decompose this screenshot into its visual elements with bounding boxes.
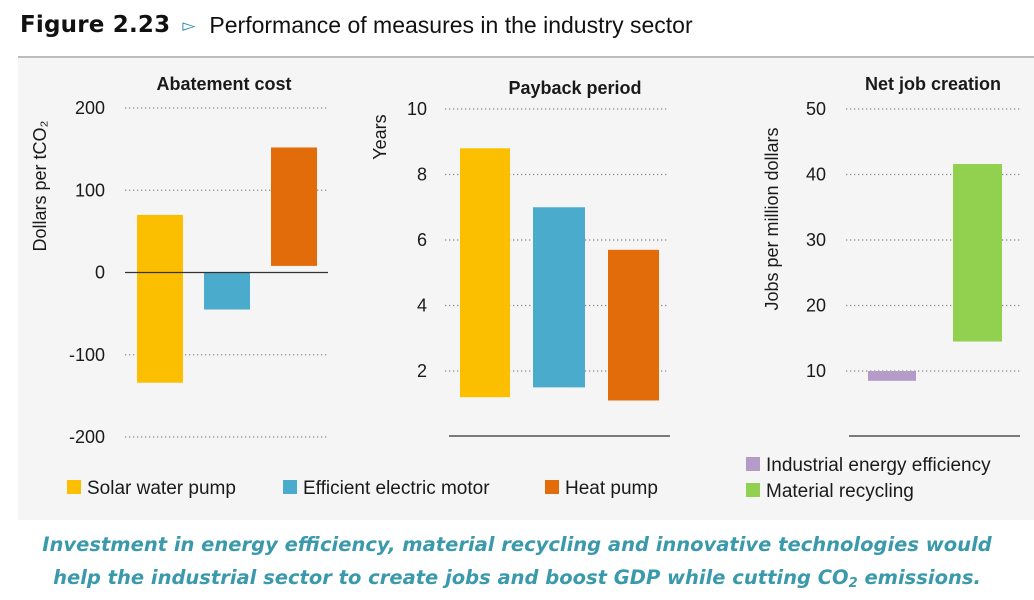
y-tick-label-abatement-200: 200 [75,98,105,118]
y-axis-label-jobs: Jobs per million dollars [762,127,782,310]
y-axis-label-abatement: Dollars per tCO₂ [30,120,50,251]
bar-abatement-efficient-electric-motor [204,272,250,310]
bar-abatement-solar-water-pump [137,214,183,383]
header-divider [18,56,1034,58]
legend-swatch-material-recycling [746,483,760,497]
y-tick-label-payback-8: 8 [417,165,427,185]
legend-label-material-recycling: Material recycling [766,481,914,502]
chart-title-payback: Payback period [508,78,641,98]
caption-line-2-text: help the industrial sector to create job… [53,566,849,589]
y-tick-label-abatement-200: -200 [69,427,105,447]
y-axis-label-payback: Years [370,114,390,159]
y-tick-label-jobs-40: 40 [806,165,826,185]
legend-label-solar-water-pump: Solar water pump [87,478,236,499]
legend-swatch-heat-pump [545,480,559,494]
triangle-arrow-icon: ▻ [182,16,196,35]
bar-abatement-heat-pump [271,147,317,266]
y-tick-label-payback-10: 10 [407,99,427,119]
legend-label-efficient-electric-motor: Efficient electric motor [303,478,490,499]
y-tick-label-abatement-0: 0 [95,263,105,283]
legend-swatch-efficient-electric-motor [283,480,297,494]
legend-label-heat-pump: Heat pump [565,478,658,499]
chart-panel-background [18,58,1034,520]
caption-subscript: 2 [848,576,858,591]
y-tick-label-abatement-100: 100 [75,180,105,200]
y-tick-label-jobs-10: 10 [806,361,826,381]
caption-line-1: Investment in energy efficiency, materia… [42,533,992,556]
y-tick-label-payback-6: 6 [417,230,427,250]
legend-label-industrial-energy-efficiency: Industrial energy efficiency [766,455,991,476]
figure-header: Figure 2.23 ▻ Performance of measures in… [20,8,693,42]
y-tick-label-payback-2: 2 [417,361,427,381]
y-tick-label-jobs-20: 20 [806,296,826,316]
caption-line-2-end: emissions. [857,566,981,589]
y-tick-label-jobs-30: 30 [806,230,826,250]
figure-caption: Investment in energy efficiency, materia… [0,528,1034,600]
legend-swatch-solar-water-pump [67,480,81,494]
bar-payback-heat-pump [608,249,659,401]
y-tick-label-payback-4: 4 [417,296,427,316]
figure-number: Figure 2.23 [20,12,171,38]
bar-jobs-industrial-energy-efficiency [868,371,916,381]
y-tick-label-jobs-50: 50 [806,99,826,119]
figure-title: Performance of measures in the industry … [209,11,693,38]
chart-title-abatement: Abatement cost [156,74,291,94]
bar-payback-solar-water-pump [460,148,510,398]
caption-line-2: help the industrial sector to create job… [0,561,1034,600]
y-tick-label-abatement-100: -100 [69,345,105,365]
bar-payback-efficient-electric-motor [533,207,585,388]
chart-title-jobs: Net job creation [865,74,1001,94]
bar-jobs-material-recycling [953,164,1002,342]
legend-swatch-industrial-energy-efficiency [746,457,760,471]
